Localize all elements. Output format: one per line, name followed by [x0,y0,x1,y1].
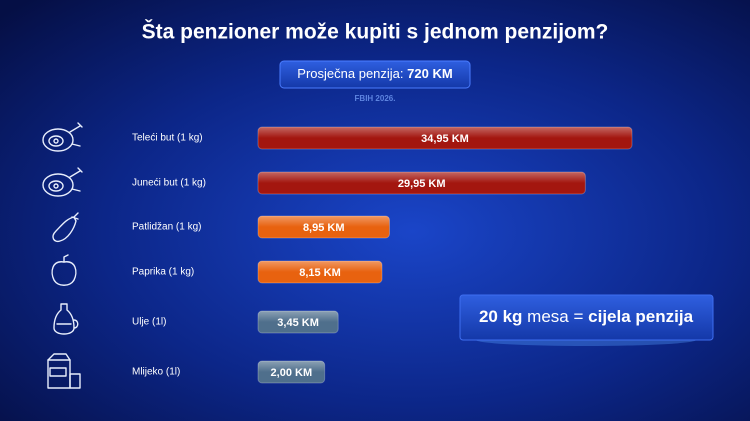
bar-shine [258,311,339,333]
icon-oil [53,303,79,335]
category-label: Mlijeko (1l) [132,367,180,378]
chart-title: Šta penzioner može kupiti s jednom penzi… [142,20,609,44]
icon-milk [47,353,81,389]
callout-part: 20 kg [479,307,522,326]
icon-ham [42,122,83,152]
callout: 20 kg mesa = cijela penzija [479,307,694,326]
subtitle-label: Prosječna penzija: [297,66,403,81]
subtitle: Prosječna penzija: 720 KM [297,66,452,81]
bar-shine [258,261,383,283]
callout-box [459,294,714,341]
category-label: Patlidžan (1 kg) [132,222,201,233]
category-label: Ulje (1l) [132,317,166,328]
value-label: 8,95 KM [303,222,345,234]
subtitle-box [279,60,471,89]
subtitle-value: 720 KM [407,66,453,81]
icon-ham [42,167,83,197]
source: FBIH 2026. [355,94,396,103]
category-label: Juneći but (1 kg) [132,178,206,189]
category-label: Paprika (1 kg) [132,267,194,278]
callout-part: mesa = [527,307,583,326]
value-label: 34,95 KM [421,133,469,145]
value-label: 2,00 KM [271,367,313,379]
value-label: 3,45 KM [277,317,319,329]
icon-pepper [51,254,77,286]
bar-shine [258,172,586,194]
callout-part: cijela penzija [588,307,693,326]
value-label: 8,15 KM [299,267,341,279]
value-label: 29,95 KM [398,178,446,190]
bar-shine [258,127,632,149]
icon-eggplant [52,212,79,243]
bar-shine [258,361,325,383]
category-label: Teleći but (1 kg) [132,133,203,144]
bar-shine [258,216,390,238]
